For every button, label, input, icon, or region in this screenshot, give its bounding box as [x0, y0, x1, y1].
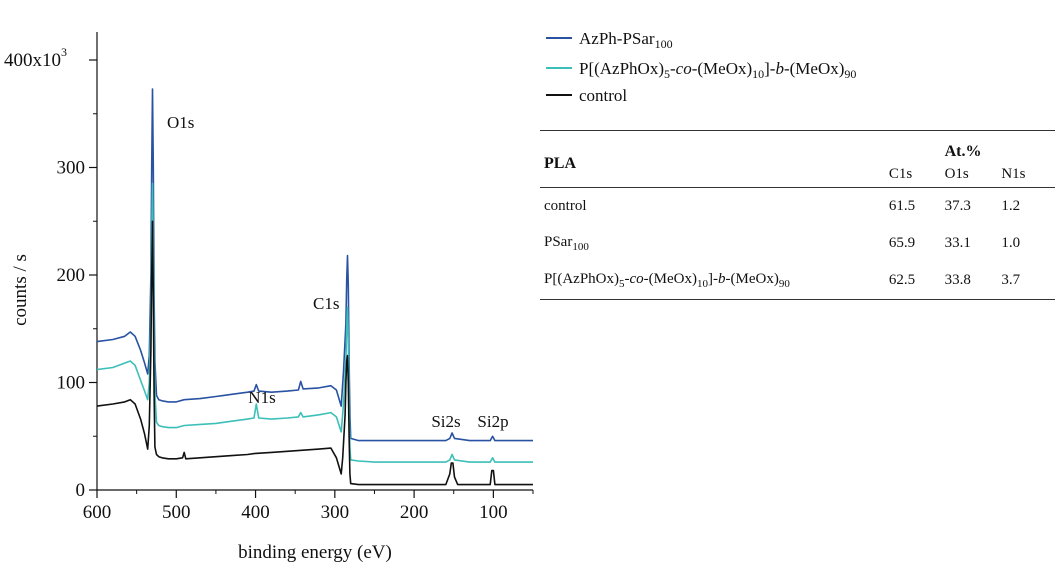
table-cell: 33.1 [944, 235, 971, 251]
y-axis-multiplier: 400x103 [4, 45, 67, 71]
table-row-header: PLA [540, 151, 889, 178]
legend-label-copolymer: P[(AzPhOx)5-co-(MeOx)10]-b-(MeOx)90 [579, 59, 856, 81]
table-cell: 3.7 [1001, 262, 1055, 300]
chart-axes [96, 32, 533, 491]
table-group-header: At.% [944, 143, 982, 160]
table-row: P[(AzPhOx)5-co-(MeOx)10]-b-(MeOx)90 62.5… [540, 262, 1055, 300]
table-cell: 61.5 [888, 198, 916, 214]
x-ticks: 600 500 400 300 200 100 [83, 490, 534, 523]
y-tick-label: 300 [57, 158, 86, 179]
legend: AzPh-PSar100 P[(AzPhOx)5-co-(MeOx)10]-b-… [546, 29, 856, 105]
table-cell: 65.9 [888, 235, 916, 251]
table-row-label: control [544, 198, 587, 214]
table-col-header-o1s: O1s [944, 161, 1002, 188]
x-axis-title: binding energy (eV) [238, 542, 392, 563]
y-tick-label: 200 [57, 265, 86, 286]
x-tick-label: 400 [241, 502, 270, 523]
series-line-2 [96, 220, 533, 486]
table-row-label: P[(AzPhOx)5-co-(MeOx)10]-b-(MeOx)90 [540, 262, 889, 300]
y-axis-title: counts / s [10, 254, 31, 326]
table-header-spacer-3 [1001, 131, 1055, 162]
peak-label-c1s: C1s [313, 294, 339, 313]
legend-label-azph-psar-main: AzPh-PSar [579, 29, 655, 48]
table-row: PSar100 65.9 33.1 1.0 [540, 225, 1055, 262]
table-row: control 61.5 37.3 1.2 [540, 188, 1055, 226]
peak-labels: O1s C1s N1s Si2s Si2p [167, 113, 509, 431]
legend-label-azph-psar-sub: 100 [655, 37, 673, 51]
table-header-row: PLA C1s O1s N1s [540, 151, 1055, 188]
legend-label-azph-psar: AzPh-PSar100 [579, 29, 673, 51]
peak-label-si2p: Si2p [477, 412, 508, 431]
table-cell: 33.8 [944, 262, 1002, 300]
peak-label-n1s: N1s [248, 388, 275, 407]
y-multiplier-base: 400x10 [4, 50, 61, 71]
y-tick-label: 100 [57, 373, 86, 394]
table-header-row-top: At.% [540, 130, 1055, 162]
table-cell: 37.3 [944, 198, 971, 214]
peak-label-si2s: Si2s [431, 412, 460, 431]
x-tick-label: 600 [83, 502, 112, 523]
series-line-0 [96, 88, 533, 442]
atomic-percent-table: At.% PLA C1s O1s N1s control 61.5 37.3 1… [540, 130, 1055, 300]
peak-label-o1s: O1s [167, 113, 194, 132]
x-tick-label: 100 [479, 502, 508, 523]
x-tick-label: 200 [400, 502, 429, 523]
y-tick-label: 0 [76, 480, 86, 501]
legend-label-control: control [579, 86, 627, 105]
series-layer [96, 88, 533, 486]
x-tick-label: 300 [321, 502, 350, 523]
x-tick-label: 500 [162, 502, 191, 523]
table-header-spacer-2 [889, 131, 945, 162]
table-col-header-c1s: C1s [888, 161, 945, 188]
series-line-1 [96, 182, 533, 463]
table-cell: 62.5 [888, 262, 945, 300]
y-multiplier-exponent: 3 [61, 45, 67, 59]
y-ticks: 0 100 200 300 [57, 59, 97, 501]
atomic-percent-table-container: At.% PLA C1s O1s N1s control 61.5 37.3 1… [540, 130, 1060, 300]
table-cell: 1.2 [1001, 198, 1021, 214]
table-cell: 1.0 [1001, 235, 1021, 251]
table-row-label: PSar100 [544, 234, 589, 253]
table-col-header-n1s: N1s [1001, 161, 1055, 188]
